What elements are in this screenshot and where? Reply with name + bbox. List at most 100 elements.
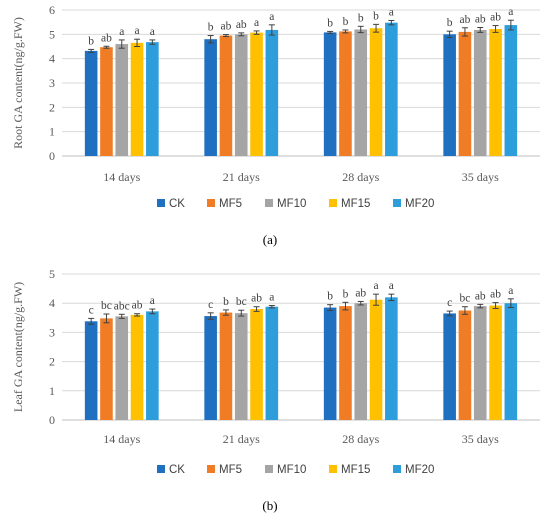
legend-swatch-mf5 — [207, 199, 215, 207]
significance-label: ab — [475, 290, 486, 302]
bar-mf15-1 — [130, 42, 144, 156]
y-tick-label: 0 — [49, 413, 55, 427]
y-tick-label: 0 — [49, 149, 55, 163]
legend-label-mf10: MF10 — [277, 198, 306, 210]
bar-mf15-4 — [489, 305, 502, 420]
bar-mf5-4 — [458, 31, 472, 156]
legend-swatch-mf10 — [265, 199, 273, 207]
bar-mf20-2 — [265, 306, 279, 420]
bar-mf10-1 — [115, 316, 129, 420]
significance-label: bc — [236, 296, 247, 308]
significance-label: a — [119, 26, 124, 38]
significance-label: c — [447, 297, 452, 309]
significance-label: a — [508, 285, 513, 297]
significance-label: b — [223, 296, 229, 308]
panel-label: (b) — [262, 498, 277, 513]
legend-swatch-ck — [157, 199, 165, 207]
significance-label: ab — [490, 289, 501, 301]
legend-label-mf15: MF15 — [341, 198, 370, 210]
significance-label: c — [89, 304, 94, 316]
significance-label: ab — [221, 21, 232, 33]
bar-mf20-3 — [385, 22, 398, 156]
legend-swatch-mf20 — [393, 465, 401, 473]
bar-mf15-4 — [489, 28, 502, 157]
bar-mf15-3 — [369, 299, 383, 420]
significance-label: b — [373, 10, 379, 22]
bar-mf10-4 — [473, 306, 487, 420]
significance-label: ab — [475, 14, 486, 26]
significance-label: b — [208, 22, 214, 34]
bar-ck-2 — [204, 39, 217, 157]
legend: CK MF5 MF10 MF15 MF20 — [157, 198, 434, 210]
x-tick-label: 21 days — [223, 170, 260, 184]
bar-mf20-3 — [385, 297, 398, 420]
bar-mf5-1 — [100, 318, 113, 420]
bar-mf20-2 — [265, 29, 279, 157]
x-tick-label: 28 days — [342, 170, 379, 184]
significance-label: ab — [101, 32, 112, 44]
significance-label: b — [327, 291, 333, 303]
bar-mf10-2 — [234, 34, 248, 157]
legend-label-ck: CK — [169, 464, 185, 476]
legend-swatch-mf10 — [265, 465, 273, 473]
significance-label: a — [134, 25, 139, 37]
significance-label: a — [389, 280, 394, 292]
legend-label-mf15: MF15 — [341, 464, 370, 476]
y-tick-label: 1 — [49, 384, 55, 398]
bar-ck-1 — [84, 321, 98, 420]
legend-swatch-mf5 — [207, 465, 215, 473]
legend-label-mf10: MF10 — [277, 464, 306, 476]
significance-label: ab — [490, 12, 501, 24]
significance-label: abc — [114, 300, 130, 312]
significance-label: c — [208, 299, 213, 311]
significance-label: a — [150, 295, 155, 307]
legend-swatch-mf15 — [329, 465, 337, 473]
bar-mf10-4 — [473, 29, 487, 157]
bar-mf15-1 — [130, 314, 144, 420]
bar-mf10-1 — [115, 44, 129, 156]
bar-ck-4 — [443, 34, 456, 157]
y-tick-label: 4 — [49, 296, 55, 310]
significance-label: a — [150, 26, 155, 38]
bar-mf20-1 — [146, 42, 159, 157]
x-tick-label: 28 days — [342, 432, 379, 446]
bar-mf5-2 — [219, 312, 233, 420]
significance-label: b — [358, 12, 364, 24]
bar-mf5-4 — [458, 310, 472, 420]
bar-ck-3 — [323, 32, 337, 156]
bar-ck-1 — [84, 50, 98, 156]
legend-label-mf20: MF20 — [405, 198, 434, 210]
bar-mf20-1 — [146, 311, 159, 420]
significance-label: b — [88, 35, 94, 47]
significance-label: a — [269, 11, 274, 23]
bar-mf20-4 — [504, 303, 518, 420]
significance-label: a — [269, 292, 274, 304]
bar-mf5-3 — [339, 31, 352, 157]
x-tick-label: 14 days — [103, 432, 140, 446]
significance-label: b — [343, 288, 349, 300]
bar-mf5-1 — [100, 47, 113, 157]
significance-label: a — [373, 280, 378, 292]
significance-label: ab — [355, 287, 366, 299]
significance-label: b — [327, 17, 333, 29]
legend-label-mf20: MF20 — [405, 464, 434, 476]
legend-label-ck: CK — [169, 198, 185, 210]
y-tick-label: 5 — [49, 27, 55, 41]
y-axis-title: Leaf GA content(ng/g.FW) — [11, 282, 25, 412]
legend-swatch-mf20 — [393, 199, 401, 207]
bar-ck-4 — [443, 313, 456, 420]
significance-label: a — [389, 6, 394, 18]
y-tick-label: 3 — [49, 76, 55, 90]
x-tick-label: 35 days — [462, 170, 499, 184]
significance-label: ab — [236, 19, 247, 31]
bar-mf5-2 — [219, 35, 233, 156]
y-tick-label: 4 — [49, 52, 55, 66]
bar-mf15-3 — [369, 28, 383, 156]
y-tick-label: 3 — [49, 325, 55, 339]
bar-ck-3 — [323, 307, 337, 420]
bar-mf5-3 — [339, 306, 352, 420]
bar-mf15-2 — [250, 32, 263, 156]
